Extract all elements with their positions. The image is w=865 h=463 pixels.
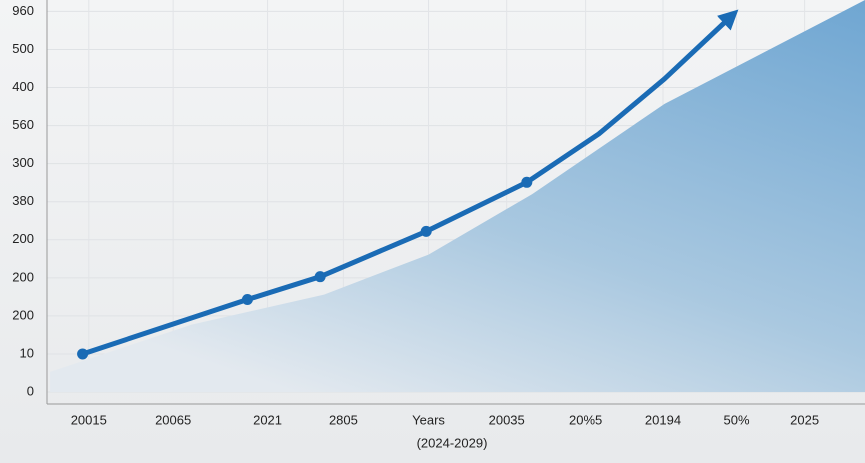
y-tick-label: 10: [20, 345, 34, 360]
x-tick-label: 20035: [489, 412, 525, 427]
x-tick-label: 2021: [253, 412, 282, 427]
area: [50, 0, 865, 392]
point: [314, 271, 326, 283]
point: [77, 348, 89, 360]
x-tick-label: 20065: [155, 412, 191, 427]
point: [521, 176, 533, 188]
point: [241, 294, 253, 306]
line: [80, 9, 739, 357]
x-tick-label: 2025: [790, 412, 819, 427]
x-axis-label: (2024-2029): [417, 435, 488, 450]
y-tick-label: 500: [12, 41, 34, 56]
x-tick-label: 20194: [645, 412, 681, 427]
x-tick-label: 20%5: [569, 412, 602, 427]
y-tick-label: 200: [12, 307, 34, 322]
y-tick-label: 400: [12, 79, 34, 94]
point: [420, 225, 432, 237]
y-tick-label: 200: [12, 269, 34, 284]
x-tick-label: 20015: [71, 412, 107, 427]
y-tick-label: 960: [12, 3, 34, 18]
x-tick-label: Years: [412, 412, 445, 427]
x-tick-label: 50%: [724, 412, 750, 427]
y-tick-label: 380: [12, 193, 34, 208]
y-tick-label: 200: [12, 231, 34, 246]
x-tick-label: 2805: [329, 412, 358, 427]
y-tick-label: 560: [12, 117, 34, 132]
y-tick-label: 300: [12, 155, 34, 170]
y-tick-label: 0: [27, 383, 34, 398]
